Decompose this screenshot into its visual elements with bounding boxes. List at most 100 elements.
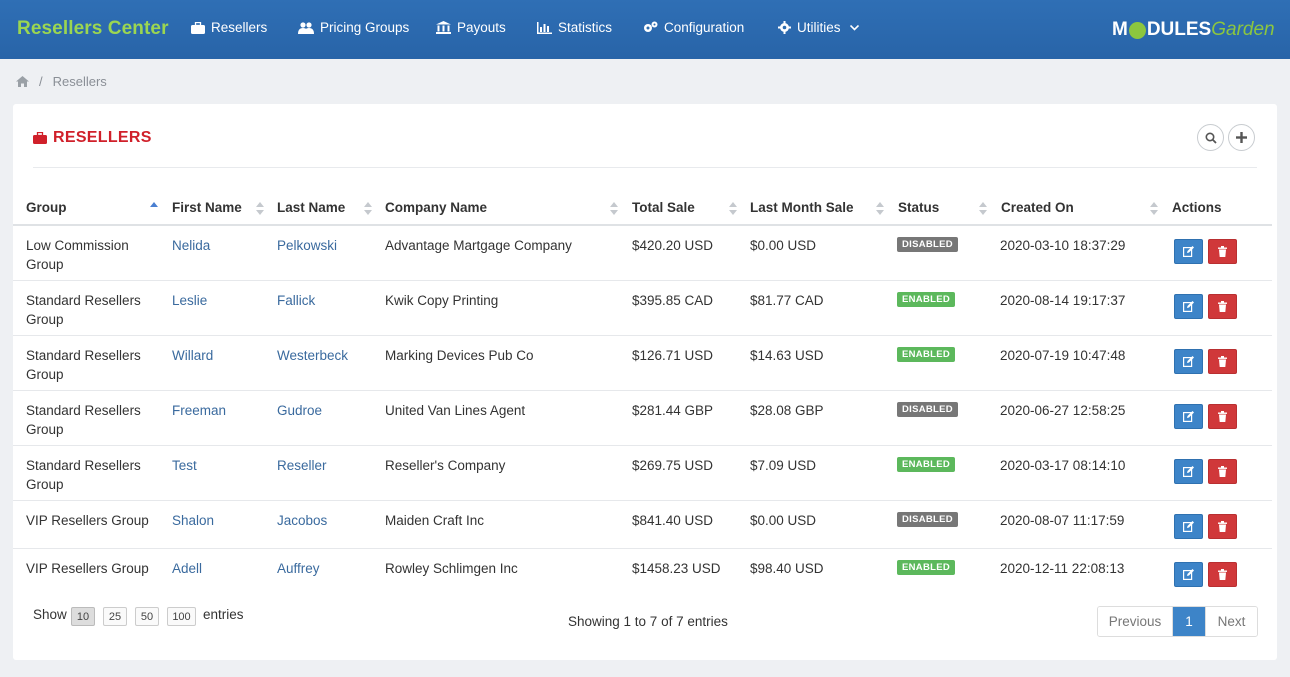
status-badge: DISABLED [897, 237, 958, 252]
nav-pricing-groups[interactable]: Pricing Groups [298, 20, 409, 35]
cell-last-month-sale: $81.77 CAD [750, 293, 824, 308]
delete-button[interactable] [1208, 514, 1237, 539]
briefcase-icon [33, 132, 47, 144]
sort-icon[interactable] [610, 202, 618, 216]
edit-button[interactable] [1174, 514, 1203, 539]
edit-button[interactable] [1174, 294, 1203, 319]
home-icon[interactable] [16, 76, 29, 87]
page-size-25[interactable]: 25 [103, 607, 127, 626]
nav-utilities[interactable]: Utilities [778, 20, 859, 35]
panel-title: RESELLERS [33, 129, 152, 147]
edit-icon [1183, 569, 1194, 580]
cell-last-name[interactable]: Jacobos [277, 513, 328, 528]
cell-last-name[interactable]: Auffrey [277, 561, 320, 576]
sort-icon[interactable] [1150, 202, 1158, 216]
nav-configuration[interactable]: Configuration [643, 20, 744, 35]
search-button[interactable] [1197, 124, 1224, 151]
cell-group: Standard Resellers Group [26, 348, 141, 382]
edit-icon [1183, 246, 1194, 257]
resellers-table: Group First Name Last Name Company Name … [13, 180, 1272, 597]
table-row: Standard Resellers Group Leslie Fallick … [13, 281, 1272, 336]
chevron-down-icon [849, 24, 859, 31]
cell-first-name[interactable]: Adell [172, 561, 203, 576]
status-badge: ENABLED [897, 292, 956, 307]
pagination: Previous 1 Next [1097, 606, 1258, 637]
col-created-on[interactable]: Created On [1001, 200, 1074, 215]
sort-icon[interactable] [876, 202, 884, 216]
page-size-10[interactable]: 10 [71, 607, 95, 626]
page-size-50[interactable]: 50 [135, 607, 159, 626]
table-row: Standard Resellers Group Test Reseller R… [13, 446, 1272, 501]
cell-last-name[interactable]: Gudroe [277, 403, 323, 418]
trash-icon [1218, 569, 1227, 580]
edit-button[interactable] [1174, 404, 1203, 429]
cell-last-name[interactable]: Reseller [277, 458, 327, 473]
cell-group: VIP Resellers Group [26, 561, 149, 576]
app-brand[interactable]: Resellers Center [17, 18, 169, 39]
cell-company: Kwik Copy Printing [385, 293, 499, 308]
delete-button[interactable] [1208, 294, 1237, 319]
delete-button[interactable] [1208, 562, 1237, 587]
panel-divider [33, 167, 1257, 168]
delete-button[interactable] [1208, 404, 1237, 429]
logo-suffix: Garden [1211, 19, 1275, 40]
cell-last-name[interactable]: Pelkowski [277, 238, 338, 253]
col-status[interactable]: Status [898, 200, 940, 215]
col-total-sale[interactable]: Total Sale [632, 200, 695, 215]
sort-icon[interactable] [364, 202, 372, 216]
bank-icon [436, 21, 451, 34]
edit-button[interactable] [1174, 562, 1203, 587]
edit-button[interactable] [1174, 459, 1203, 484]
sort-icon[interactable] [729, 202, 737, 216]
nav-resellers[interactable]: Resellers [191, 20, 267, 35]
breadcrumb-separator: / [39, 74, 43, 89]
cell-company: Reseller's Company [385, 458, 506, 473]
col-first-name[interactable]: First Name [172, 200, 242, 215]
cell-last-name[interactable]: Fallick [277, 293, 316, 308]
edit-icon [1183, 521, 1194, 532]
cell-group: VIP Resellers Group [26, 513, 149, 528]
page-1-button[interactable]: 1 [1173, 607, 1205, 636]
sort-icon[interactable] [256, 202, 264, 216]
trash-icon [1218, 246, 1227, 257]
edit-button[interactable] [1174, 239, 1203, 264]
edit-button[interactable] [1174, 349, 1203, 374]
delete-button[interactable] [1208, 349, 1237, 374]
cell-company: United Van Lines Agent [385, 403, 526, 418]
table-row: Low Commission Group Nelida Pelkowski Ad… [13, 226, 1272, 281]
logo-globe-icon [1128, 21, 1146, 39]
previous-page-button[interactable]: Previous [1098, 607, 1173, 636]
cell-first-name[interactable]: Willard [172, 348, 214, 363]
sort-asc-icon[interactable] [150, 202, 158, 216]
cell-first-name[interactable]: Freeman [172, 403, 227, 418]
nav-statistics[interactable]: Statistics [537, 20, 612, 35]
next-page-button[interactable]: Next [1205, 607, 1257, 636]
bar-chart-icon [537, 21, 552, 34]
nav-payouts[interactable]: Payouts [436, 20, 506, 35]
cell-total-sale: $126.71 USD [632, 348, 714, 363]
cell-last-month-sale: $7.09 USD [750, 458, 817, 473]
col-group[interactable]: Group [26, 200, 67, 215]
cell-first-name[interactable]: Nelida [172, 238, 211, 253]
cell-first-name[interactable]: Shalon [172, 513, 215, 528]
nav-label: Statistics [558, 20, 613, 35]
sort-icon[interactable] [979, 202, 987, 216]
top-navbar: Resellers Center Resellers Pricing Group… [0, 0, 1290, 59]
cell-first-name[interactable]: Leslie [172, 293, 208, 308]
table-info: Showing 1 to 7 of 7 entries [568, 614, 728, 629]
col-last-month-sale[interactable]: Last Month Sale [750, 200, 854, 215]
cell-last-name[interactable]: Westerbeck [277, 348, 349, 363]
add-reseller-button[interactable] [1228, 124, 1255, 151]
delete-button[interactable] [1208, 239, 1237, 264]
col-company-name[interactable]: Company Name [385, 200, 488, 215]
cell-first-name[interactable]: Test [172, 458, 197, 473]
nav-label: Utilities [797, 20, 841, 35]
page-size-100[interactable]: 100 [167, 607, 196, 626]
delete-button[interactable] [1208, 459, 1237, 484]
trash-icon [1218, 356, 1227, 367]
cell-group: Standard Resellers Group [26, 458, 141, 492]
modulesgarden-logo: M DULES Garden [1112, 19, 1275, 41]
col-last-name[interactable]: Last Name [277, 200, 346, 215]
cell-company: Rowley Schlimgen Inc [385, 561, 518, 576]
trash-icon [1218, 521, 1227, 532]
